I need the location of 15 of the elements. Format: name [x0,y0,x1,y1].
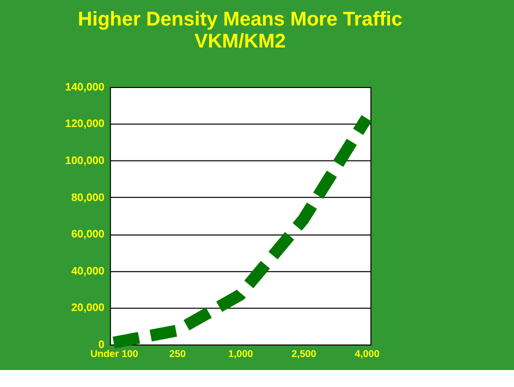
x-tick-label: 1,000 [228,348,254,360]
y-tick-label: 20,000 [71,302,104,314]
y-tick-label: 80,000 [71,192,104,204]
x-tick-label: Under 100 [90,348,139,360]
x-tick-label: 2,500 [291,348,317,360]
y-tick-label: 100,000 [65,154,104,167]
y-tick-label: 0 [98,338,104,351]
y-tick-label: 120,000 [65,118,104,130]
y-tick-label: 60,000 [71,228,104,241]
x-tick-label: 250 [169,348,186,360]
y-tick-label: 40,000 [71,265,104,278]
chart-title: Higher Density Means More Traffic [78,8,402,31]
y-tick-label: 140,000 [65,81,104,94]
chart-subtitle: VKM/KM2 [194,30,286,52]
x-tick-label: 4,000 [354,348,380,360]
